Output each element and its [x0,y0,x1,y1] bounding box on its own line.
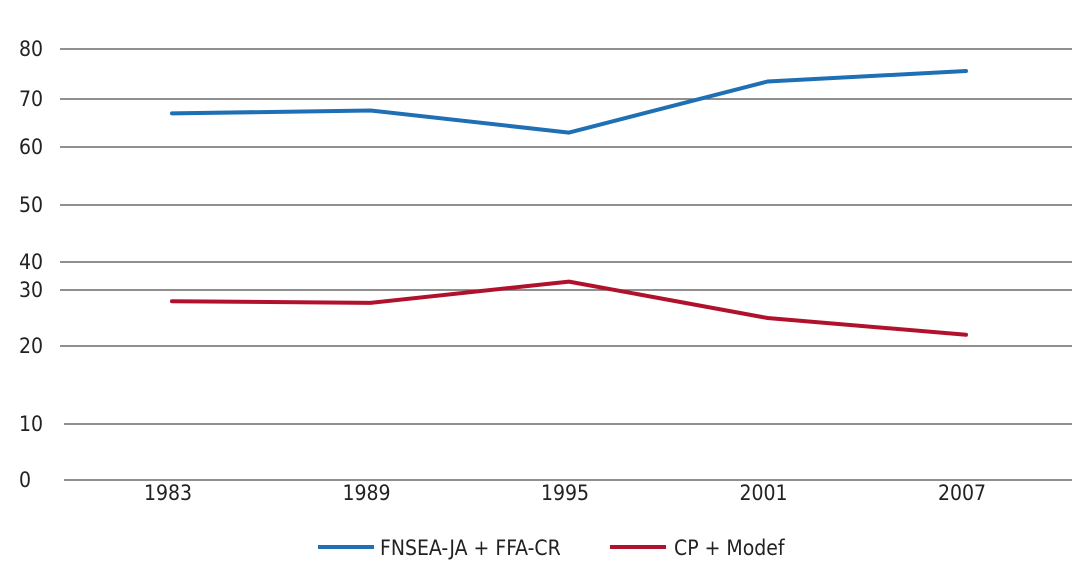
y-tick-label: 20 [19,334,43,358]
y-tick-label: 30 [19,278,43,302]
x-tick-label: 1995 [541,481,589,505]
x-tick-label: 1989 [342,481,390,505]
legend-label-cp-modef: CP + Modef [674,536,786,560]
y-tick-label: 50 [19,193,43,217]
gridlines [60,48,1072,481]
series-lines [170,69,968,337]
x-tick-label: 2001 [739,481,787,505]
series-line-0 [170,69,968,135]
y-tick-label: 80 [19,37,43,61]
x-axis-ticks: 1983 1989 1995 2001 2007 [144,481,986,505]
y-tick-label: 60 [19,135,43,159]
y-tick-label: 10 [19,412,43,436]
legend: FNSEA-JA + FFA-CR CP + Modef [318,536,786,560]
y-tick-label: 0 [19,468,31,492]
y-axis-ticks: 0 10 20 30 40 50 60 70 80 [19,37,43,492]
x-tick-label: 1983 [144,481,192,505]
y-tick-label: 70 [19,87,43,111]
y-tick-label: 40 [19,250,43,274]
legend-label-fnsea: FNSEA-JA + FFA-CR [380,536,561,560]
series-line-1 [170,279,968,337]
x-tick-label: 2007 [938,481,986,505]
